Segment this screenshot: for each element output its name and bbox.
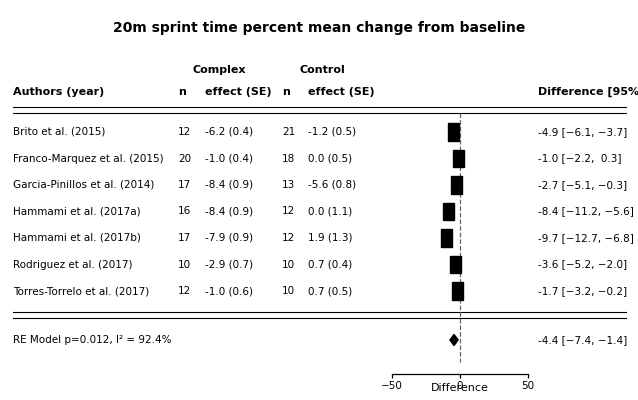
Text: -4.9 [−6.1, −3.7]: -4.9 [−6.1, −3.7] [538,127,627,137]
Text: 0.0 (0.5): 0.0 (0.5) [308,154,352,164]
Text: 0.7 (0.5): 0.7 (0.5) [308,286,352,296]
Text: -2.9 (0.7): -2.9 (0.7) [205,260,253,270]
Text: Hammami et al. (2017a): Hammami et al. (2017a) [13,206,140,216]
Text: 0.7 (0.4): 0.7 (0.4) [308,260,352,270]
Text: n: n [282,87,290,97]
Text: Complex: Complex [192,65,246,75]
Text: -1.0 [−2.2,  0.3]: -1.0 [−2.2, 0.3] [538,154,621,164]
Text: 21: 21 [282,127,295,137]
Text: 17: 17 [178,180,191,190]
Text: Garcia-Pinillos et al. (2014): Garcia-Pinillos et al. (2014) [13,180,154,190]
Text: 20m sprint time percent mean change from baseline: 20m sprint time percent mean change from… [113,21,525,35]
Text: Authors (year): Authors (year) [13,87,104,97]
Text: -1.0 (0.6): -1.0 (0.6) [205,286,253,296]
Text: n: n [178,87,186,97]
Text: 1.9 (1.3): 1.9 (1.3) [308,233,353,243]
Text: Franco-Marquez et al. (2015): Franco-Marquez et al. (2015) [13,154,163,164]
Text: 12: 12 [178,286,191,296]
Text: 12: 12 [282,233,295,243]
Text: Control: Control [300,65,345,75]
Text: Torres-Torrelo et al. (2017): Torres-Torrelo et al. (2017) [13,286,149,296]
Text: effect (SE): effect (SE) [205,87,272,97]
Text: -8.4 (0.9): -8.4 (0.9) [205,206,253,216]
Text: Difference: Difference [431,383,489,393]
Text: 20: 20 [178,154,191,164]
Text: 10: 10 [282,286,295,296]
Text: 17: 17 [178,233,191,243]
Text: -1.7 [−3.2, −0.2]: -1.7 [−3.2, −0.2] [538,286,627,296]
Text: 16: 16 [178,206,191,216]
Text: -1.2 (0.5): -1.2 (0.5) [308,127,356,137]
Text: -5.6 (0.8): -5.6 (0.8) [308,180,356,190]
Text: -7.9 (0.9): -7.9 (0.9) [205,233,253,243]
Text: -2.7 [−5.1, −0.3]: -2.7 [−5.1, −0.3] [538,180,627,190]
Text: -3.6 [−5.2, −2.0]: -3.6 [−5.2, −2.0] [538,260,627,270]
Text: RE Model p=0.012, I² = 92.4%: RE Model p=0.012, I² = 92.4% [13,335,172,345]
Text: 0.0 (1.1): 0.0 (1.1) [308,206,352,216]
Text: Brito et al. (2015): Brito et al. (2015) [13,127,105,137]
Text: -8.4 (0.9): -8.4 (0.9) [205,180,253,190]
Text: Rodriguez et al. (2017): Rodriguez et al. (2017) [13,260,133,270]
Text: 10: 10 [178,260,191,270]
Text: Hammami et al. (2017b): Hammami et al. (2017b) [13,233,141,243]
Text: -9.7 [−12.7, −6.8]: -9.7 [−12.7, −6.8] [538,233,634,243]
Text: 18: 18 [282,154,295,164]
Text: 10: 10 [282,260,295,270]
Text: -1.0 (0.4): -1.0 (0.4) [205,154,253,164]
Text: Difference [95% CI]: Difference [95% CI] [538,87,638,97]
Text: 12: 12 [282,206,295,216]
Text: effect (SE): effect (SE) [308,87,375,97]
Text: -8.4 [−11.2, −5.6]: -8.4 [−11.2, −5.6] [538,206,634,216]
Text: 13: 13 [282,180,295,190]
Text: 12: 12 [178,127,191,137]
Text: -4.4 [−7.4, −1.4]: -4.4 [−7.4, −1.4] [538,335,627,345]
Text: -6.2 (0.4): -6.2 (0.4) [205,127,253,137]
